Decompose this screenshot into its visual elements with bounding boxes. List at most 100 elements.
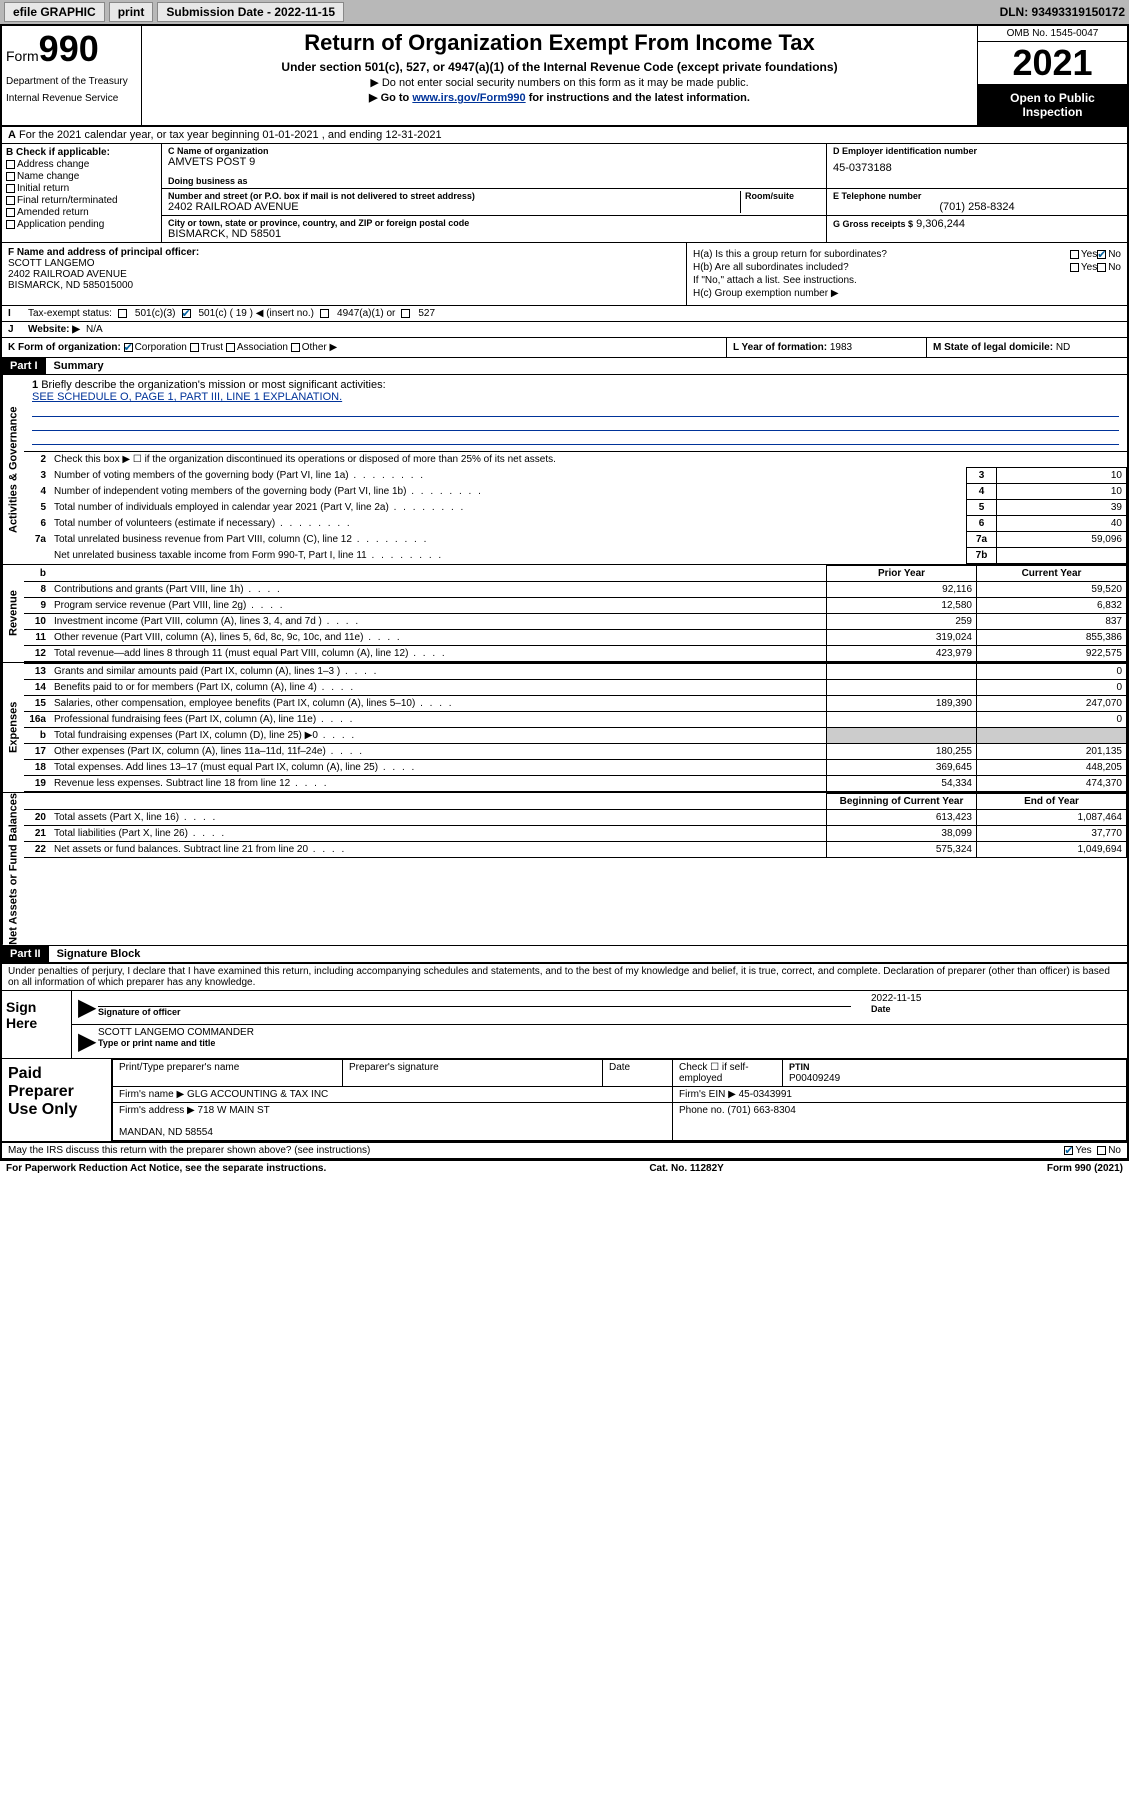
h-b-note: If "No," attach a list. See instructions… bbox=[693, 275, 1121, 286]
chk-4947[interactable] bbox=[320, 309, 329, 318]
table-row: 13Grants and similar amounts paid (Part … bbox=[24, 664, 1127, 680]
chk-final-return[interactable]: Final return/terminated bbox=[6, 195, 157, 206]
ha-yes[interactable] bbox=[1070, 250, 1079, 259]
vtab-expenses: Expenses bbox=[2, 663, 24, 792]
paid-preparer-table: Print/Type preparer's name Preparer's si… bbox=[112, 1059, 1127, 1141]
chk-other[interactable] bbox=[291, 343, 300, 352]
table-row: 6Total number of volunteers (estimate if… bbox=[24, 516, 1127, 532]
chk-corp[interactable] bbox=[124, 343, 133, 352]
col-b-checkboxes: B Check if applicable: Address change Na… bbox=[2, 144, 162, 242]
col-begin-year: Beginning of Current Year bbox=[827, 794, 977, 810]
officer-name: SCOTT LANGEMO bbox=[8, 258, 680, 269]
chk-name-change[interactable]: Name change bbox=[6, 171, 157, 182]
chk-initial-return[interactable]: Initial return bbox=[6, 183, 157, 194]
governance-table: 2Check this box ▶ ☐ if the organization … bbox=[24, 452, 1127, 564]
expenses-table: 13Grants and similar amounts paid (Part … bbox=[24, 663, 1127, 792]
omb-number: OMB No. 1545-0047 bbox=[978, 26, 1127, 42]
ha-no[interactable] bbox=[1097, 250, 1106, 259]
chk-amended[interactable]: Amended return bbox=[6, 207, 157, 218]
h-c-row: H(c) Group exemption number ▶ bbox=[693, 288, 1121, 299]
instructions-link[interactable]: www.irs.gov/Form990 bbox=[412, 92, 525, 104]
hb-yes[interactable] bbox=[1070, 263, 1079, 272]
ein-value: 45-0373188 bbox=[833, 162, 1121, 174]
chk-trust[interactable] bbox=[190, 343, 199, 352]
table-row: bTotal fundraising expenses (Part IX, co… bbox=[24, 728, 1127, 744]
table-row: 11Other revenue (Part VIII, column (A), … bbox=[24, 630, 1127, 646]
table-row: 17Other expenses (Part IX, column (A), l… bbox=[24, 744, 1127, 760]
sign-date: 2022-11-15 bbox=[871, 993, 1121, 1004]
addr-label: Number and street (or P.O. box if mail i… bbox=[168, 191, 740, 201]
officer-addr1: 2402 RAILROAD AVENUE bbox=[8, 269, 680, 280]
table-row: 2Check this box ▶ ☐ if the organization … bbox=[24, 452, 1127, 468]
h-b-row: H(b) Are all subordinates included? Yes … bbox=[693, 262, 1121, 273]
perjury-declaration: Under penalties of perjury, I declare th… bbox=[2, 964, 1127, 991]
form-ref: Form 990 (2021) bbox=[1047, 1163, 1123, 1174]
paid-preparer-label: Paid Preparer Use Only bbox=[2, 1059, 112, 1141]
print-button[interactable]: print bbox=[109, 2, 154, 22]
form-container: Form990 Department of the Treasury Inter… bbox=[0, 24, 1129, 1161]
g-receipts-label: G Gross receipts $ bbox=[833, 219, 913, 229]
chk-501c[interactable] bbox=[182, 309, 191, 318]
col-end-year: End of Year bbox=[977, 794, 1127, 810]
table-row: Net unrelated business taxable income fr… bbox=[24, 548, 1127, 564]
table-row: 8Contributions and grants (Part VIII, li… bbox=[24, 582, 1127, 598]
tax-year: 2021 bbox=[978, 42, 1127, 85]
h-a-row: H(a) Is this a group return for subordin… bbox=[693, 249, 1121, 260]
d-ein-label: D Employer identification number bbox=[833, 146, 1121, 156]
form-subtitle-2: ▶ Do not enter social security numbers o… bbox=[146, 76, 973, 89]
table-row: 21Total liabilities (Part X, line 26)38,… bbox=[24, 826, 1127, 842]
city-value: BISMARCK, ND 58501 bbox=[168, 228, 469, 240]
signature-arrow-icon: ▶ bbox=[78, 993, 98, 1022]
c-name-label: C Name of organization bbox=[168, 146, 820, 156]
mission-schedule-link[interactable]: SEE SCHEDULE O, PAGE 1, PART III, LINE 1… bbox=[32, 391, 342, 403]
prep-name-label: Print/Type preparer's name bbox=[113, 1059, 343, 1086]
e-phone-label: E Telephone number bbox=[833, 191, 1121, 201]
submission-date: Submission Date - 2022-11-15 bbox=[157, 2, 344, 22]
efile-top-bar: efile GRAPHIC print Submission Date - 20… bbox=[0, 0, 1129, 24]
city-label: City or town, state or province, country… bbox=[168, 218, 469, 228]
website-value: N/A bbox=[86, 324, 103, 335]
chk-address-change[interactable]: Address change bbox=[6, 159, 157, 170]
row-j-website: J Website: ▶ N/A bbox=[2, 322, 1127, 338]
identification-block: B Check if applicable: Address change Na… bbox=[2, 144, 1127, 243]
self-employed-chk[interactable]: Check ☐ if self-employed bbox=[673, 1059, 783, 1086]
vtab-revenue: Revenue bbox=[2, 565, 24, 662]
pra-notice: For Paperwork Reduction Act Notice, see … bbox=[6, 1163, 326, 1174]
table-row: 16aProfessional fundraising fees (Part I… bbox=[24, 712, 1127, 728]
chk-application-pending[interactable]: Application pending bbox=[6, 219, 157, 230]
hb-no[interactable] bbox=[1097, 263, 1106, 272]
prep-date-label: Date bbox=[603, 1059, 673, 1086]
table-row: 3Number of voting members of the governi… bbox=[24, 468, 1127, 484]
firm-addr1: 718 W MAIN ST bbox=[198, 1105, 270, 1116]
table-row: 19Revenue less expenses. Subtract line 1… bbox=[24, 776, 1127, 792]
gross-receipts: 9,306,244 bbox=[916, 218, 965, 230]
revenue-table: b Prior Year Current Year 8Contributions… bbox=[24, 565, 1127, 662]
table-row: 20Total assets (Part X, line 16)613,4231… bbox=[24, 810, 1127, 826]
ptin-value: P00409249 bbox=[789, 1073, 840, 1084]
chk-501c3[interactable] bbox=[118, 309, 127, 318]
street-address: 2402 RAILROAD AVENUE bbox=[168, 201, 740, 213]
type-name-label: Type or print name and title bbox=[98, 1038, 1121, 1048]
firm-ein: 45-0343991 bbox=[739, 1089, 792, 1100]
cat-number: Cat. No. 11282Y bbox=[649, 1163, 723, 1174]
discuss-yes[interactable] bbox=[1064, 1146, 1073, 1155]
form-number: Form990 bbox=[6, 28, 137, 70]
chk-527[interactable] bbox=[401, 309, 410, 318]
phone-value: (701) 258-8324 bbox=[833, 201, 1121, 213]
col-prior-year: Prior Year bbox=[827, 566, 977, 582]
table-row: 12Total revenue—add lines 8 through 11 (… bbox=[24, 646, 1127, 662]
dln-label: DLN: 93493319150172 bbox=[1000, 5, 1125, 19]
firm-addr2: MANDAN, ND 58554 bbox=[119, 1127, 213, 1138]
form-title: Return of Organization Exempt From Incom… bbox=[146, 30, 973, 56]
domicile-state: ND bbox=[1056, 342, 1070, 353]
part-1-header: Part I Summary bbox=[2, 358, 1127, 375]
efile-button[interactable]: efile GRAPHIC bbox=[4, 2, 105, 22]
row-a-tax-year: A For the 2021 calendar year, or tax yea… bbox=[2, 127, 1127, 144]
chk-assoc[interactable] bbox=[226, 343, 235, 352]
room-label: Room/suite bbox=[745, 191, 820, 201]
dept-label: Department of the Treasury bbox=[6, 76, 137, 87]
table-row: 5Total number of individuals employed in… bbox=[24, 500, 1127, 516]
sign-date-label: Date bbox=[871, 1004, 1121, 1014]
discuss-no[interactable] bbox=[1097, 1146, 1106, 1155]
form-subtitle-3: ▶ Go to www.irs.gov/Form990 for instruct… bbox=[146, 91, 973, 104]
